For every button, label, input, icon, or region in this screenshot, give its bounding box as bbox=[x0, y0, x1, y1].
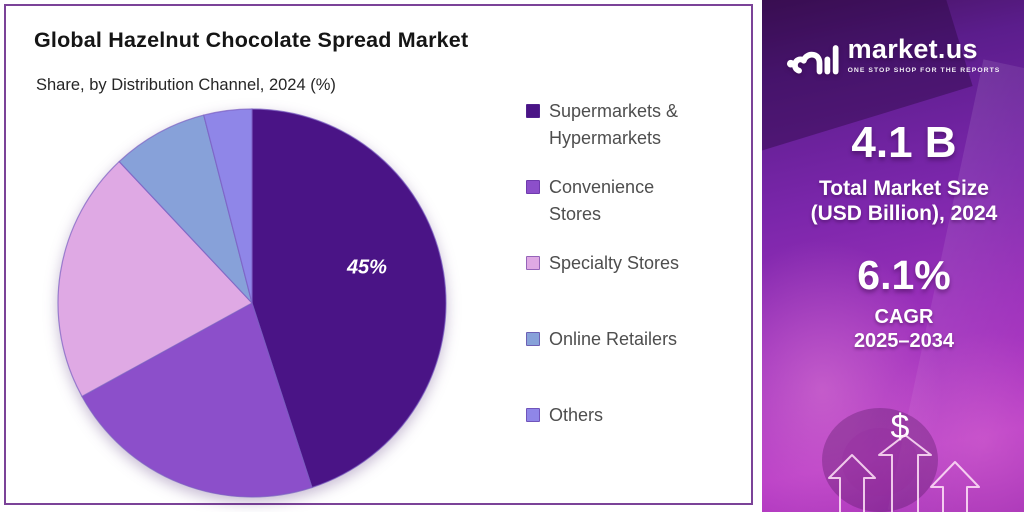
legend-swatch-icon bbox=[526, 256, 540, 270]
pie-data-label: 45% bbox=[346, 256, 387, 279]
chart-panel: Global Hazelnut Chocolate Spread Market … bbox=[4, 4, 753, 505]
market-us-wave-icon bbox=[786, 45, 839, 75]
legend-swatch-icon bbox=[526, 104, 540, 118]
market-size-label-line: (USD Billion), 2024 bbox=[810, 202, 998, 226]
chart-subtitle: Share, by Distribution Channel, 2024 (%) bbox=[36, 76, 336, 94]
up-arrow-icon bbox=[878, 434, 932, 512]
pie-slice-specialty-stores bbox=[57, 160, 253, 398]
brand-name: market.us bbox=[847, 34, 978, 64]
legend-swatch-icon bbox=[526, 332, 540, 346]
cagr-label-line: 2025–2034 bbox=[853, 330, 955, 353]
cagr-label-line: CAGR bbox=[874, 306, 934, 329]
legend-item-specialty-stores: Specialty Stores bbox=[526, 250, 679, 277]
pie-slice-online-retailers bbox=[118, 114, 253, 304]
legend-label: Online Retailers bbox=[549, 329, 678, 349]
up-arrow-icon bbox=[930, 461, 980, 512]
legend-item-online-retailers: Online Retailers bbox=[526, 326, 677, 353]
brand-text: market.us ONE STOP SHOP FOR THE REPORTS bbox=[847, 34, 1001, 75]
dollar-sign: $ bbox=[891, 408, 910, 446]
brand-tagline: ONE STOP SHOP FOR THE REPORTS bbox=[847, 67, 1001, 74]
legend-item-convenience-stores: Convenience Stores bbox=[526, 174, 654, 228]
legend-label: Supermarkets & Hypermarkets bbox=[549, 101, 679, 148]
three-up-arrows-icon: $ bbox=[822, 408, 980, 512]
pie-chart-svg bbox=[57, 108, 447, 498]
up-arrow-icon bbox=[828, 454, 876, 512]
chart-title: Global Hazelnut Chocolate Spread Market bbox=[34, 28, 469, 52]
legend-swatch-icon bbox=[526, 180, 540, 194]
legend: Supermarkets & Hypermarkets Convenience Sto… bbox=[526, 98, 748, 508]
legend-item-others: Others bbox=[526, 402, 603, 429]
brand-sidebar: market.us ONE STOP SHOP FOR THE REPORTS … bbox=[762, 0, 1024, 512]
cagr-label: CAGR 2025–2034 bbox=[784, 305, 1024, 353]
market-size-label-line: Total Market Size bbox=[819, 177, 989, 200]
sidebar-stats: 4.1 B Total Market Size (USD Billion), 2… bbox=[762, 118, 1024, 353]
pie-slice-others bbox=[203, 108, 253, 304]
legend-item-supermarkets-hypermarkets: Supermarkets & Hypermarkets bbox=[526, 98, 678, 152]
legend-label: Specialty Stores bbox=[549, 253, 680, 273]
legend-label: Others bbox=[549, 405, 604, 425]
market-size-value: 4.1 B bbox=[851, 118, 957, 167]
pie-slice-convenience-stores bbox=[81, 302, 313, 498]
legend-swatch-icon bbox=[526, 408, 540, 422]
pie-chart: 45% bbox=[56, 107, 448, 499]
market-size-label: Total Market Size (USD Billion), 2024 bbox=[784, 176, 1024, 226]
pie-slice-supermarkets-hypermarkets bbox=[251, 108, 447, 489]
brand-lockup: market.us ONE STOP SHOP FOR THE REPORTS bbox=[762, 32, 1024, 78]
legend-label: Convenience Stores bbox=[549, 177, 655, 224]
cagr-value: 6.1% bbox=[857, 252, 951, 299]
